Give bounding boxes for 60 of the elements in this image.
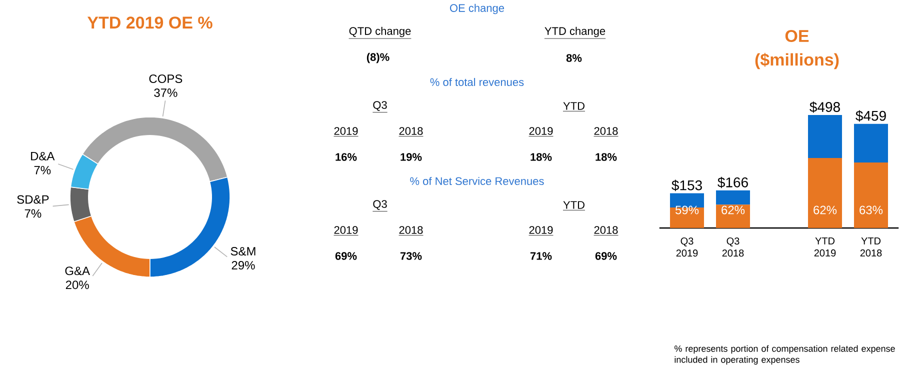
text: 2019 bbox=[334, 127, 358, 135]
slice-label: S&M bbox=[230, 247, 256, 256]
text: 2019 bbox=[529, 127, 553, 135]
x-tick-label: YTD 2018 bbox=[860, 238, 882, 257]
annotation: $153 bbox=[672, 180, 702, 192]
text: 69% bbox=[595, 252, 617, 260]
text: 2018 bbox=[594, 226, 618, 234]
text: 2018 bbox=[594, 127, 618, 135]
text: % of total revenues bbox=[430, 78, 524, 86]
text: OE change bbox=[450, 4, 504, 14]
data-label: 7% bbox=[34, 166, 51, 174]
text: 2018 bbox=[399, 127, 423, 135]
bar bbox=[854, 124, 888, 162]
text: 2018 bbox=[399, 226, 423, 234]
slice-label: D&A bbox=[31, 152, 55, 160]
chart-subtitle: ($millions) bbox=[755, 52, 839, 70]
annotation: $459 bbox=[856, 110, 886, 122]
x-tick-label: YTD 2019 bbox=[814, 238, 836, 257]
x-tick-label: Q3 2018 bbox=[722, 238, 744, 257]
bar bbox=[670, 208, 704, 228]
text: 73% bbox=[400, 252, 422, 260]
slice-label: G&A bbox=[65, 266, 90, 276]
data-label: 20% bbox=[66, 280, 89, 290]
bar bbox=[716, 190, 750, 205]
chart-title: YTD 2019 OE % bbox=[87, 16, 212, 29]
text: 19% bbox=[400, 153, 422, 161]
text: 18% bbox=[530, 153, 552, 161]
text: 16% bbox=[336, 153, 357, 161]
bar bbox=[854, 162, 888, 228]
data-label: 37% bbox=[154, 88, 178, 97]
text: YTD bbox=[563, 201, 584, 209]
text: % of Net Service Revenues bbox=[410, 176, 544, 186]
text: Q3 bbox=[373, 101, 387, 111]
text: YTD change bbox=[544, 26, 606, 38]
text: % represents portion of compensation related expense included in operating expenses bbox=[674, 345, 895, 365]
text: 18% bbox=[596, 153, 617, 161]
text: 69% bbox=[335, 252, 357, 260]
text: 71% bbox=[530, 252, 552, 260]
text: $498 bbox=[810, 101, 840, 113]
text: Q3 bbox=[373, 200, 387, 210]
annotation: 62% bbox=[814, 206, 837, 214]
text: YTD bbox=[563, 102, 584, 110]
data-label: 7% bbox=[24, 209, 42, 218]
annotation: 59% bbox=[675, 206, 699, 214]
bar bbox=[808, 158, 842, 228]
data-label: 29% bbox=[232, 261, 255, 270]
bar bbox=[716, 204, 750, 228]
chart-title: OE bbox=[785, 30, 809, 42]
annotation: 62% bbox=[722, 206, 745, 214]
text: QTD change bbox=[349, 26, 411, 38]
annotation: 63% bbox=[860, 206, 883, 214]
text: 2019 bbox=[529, 226, 553, 234]
text: 2019 bbox=[334, 226, 358, 234]
bar bbox=[808, 115, 842, 158]
text: 8% bbox=[566, 54, 582, 62]
annotation: $166 bbox=[718, 176, 748, 188]
slice-label: COPS bbox=[149, 74, 182, 83]
text: (8)% bbox=[366, 52, 390, 64]
slice-label: SD&P bbox=[17, 195, 49, 204]
x-tick-label: Q3 2019 bbox=[676, 238, 698, 257]
